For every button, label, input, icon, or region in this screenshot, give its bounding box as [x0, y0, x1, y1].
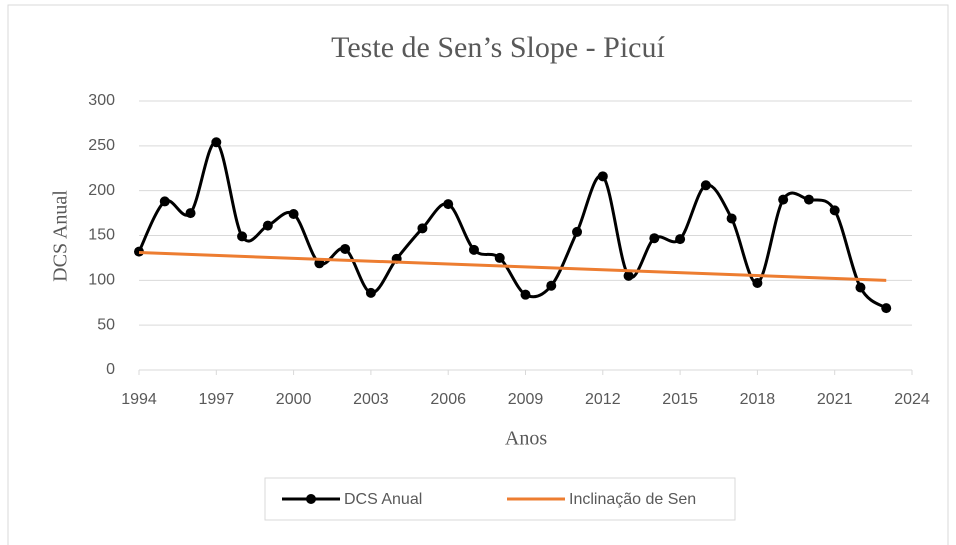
y-tick-label: 200	[88, 182, 115, 199]
x-tick-label: 2006	[430, 391, 466, 408]
data-point	[829, 205, 840, 216]
data-point	[468, 244, 479, 255]
data-point	[262, 220, 273, 231]
data-point	[211, 137, 222, 148]
x-tick-label: 1994	[121, 391, 157, 408]
x-tick-label: 2015	[662, 391, 698, 408]
data-point	[546, 280, 557, 291]
data-point	[597, 171, 608, 182]
y-tick-label: 50	[97, 316, 115, 333]
data-point	[185, 208, 196, 219]
data-point	[881, 303, 892, 314]
data-point	[675, 234, 686, 245]
data-point	[520, 289, 531, 300]
y-axis-label: DCS Anual	[50, 190, 72, 282]
legend	[264, 477, 736, 521]
x-tick-label: 2003	[353, 391, 389, 408]
data-point	[494, 252, 505, 263]
y-tick-label: 0	[106, 361, 115, 378]
y-tick-label: 150	[88, 227, 115, 244]
data-point	[340, 243, 351, 254]
x-tick-label: 2024	[894, 391, 930, 408]
x-tick-label: 2012	[585, 391, 621, 408]
x-tick-label: 1997	[199, 391, 235, 408]
chart-title: Teste de Sen’s Slope - Picuí	[331, 31, 665, 64]
x-tick-label: 2021	[817, 391, 853, 408]
legend-label: DCS Anual	[344, 491, 422, 508]
data-point	[623, 270, 634, 281]
data-point	[159, 196, 170, 207]
chart-border	[7, 4, 949, 545]
legend-marker	[306, 494, 316, 504]
legend-label: Inclinação de Sen	[569, 491, 696, 508]
data-point	[365, 287, 376, 298]
series-line	[138, 251, 887, 282]
x-tick-label: 2009	[508, 391, 544, 408]
x-tick-label: 2018	[740, 391, 776, 408]
data-point	[700, 180, 711, 191]
x-tick-label: 2000	[276, 391, 312, 408]
data-point	[752, 278, 763, 289]
y-tick-label: 100	[88, 272, 115, 289]
series-line	[137, 140, 888, 310]
data-point	[237, 231, 248, 242]
data-point	[855, 282, 866, 293]
data-point	[803, 194, 814, 205]
data-point	[726, 213, 737, 224]
x-axis-label: Anos	[505, 428, 547, 450]
data-point	[417, 223, 428, 234]
data-point	[443, 199, 454, 210]
data-point	[134, 246, 144, 257]
y-tick-label: 300	[88, 92, 115, 109]
data-point	[288, 208, 299, 219]
data-point	[649, 233, 660, 244]
data-point	[572, 226, 583, 237]
y-tick-label: 250	[88, 137, 115, 154]
data-point	[778, 194, 789, 205]
